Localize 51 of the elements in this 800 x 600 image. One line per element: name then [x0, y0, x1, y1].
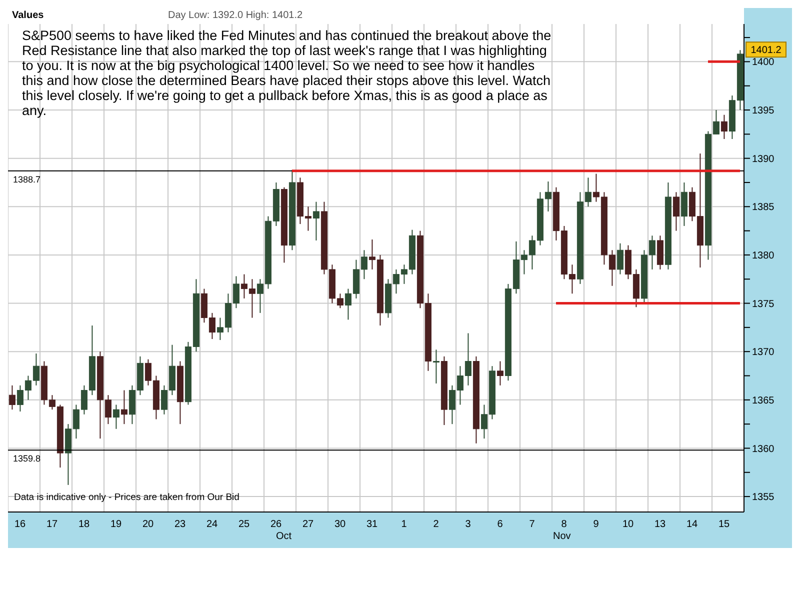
candlestick: [312, 201, 320, 241]
text: Day Low: 1392.0 High: 1401.2: [168, 10, 303, 21]
x-tick-label: 19: [110, 519, 122, 530]
x-tick-label: 6: [497, 519, 504, 530]
x-tick-label: 30: [334, 519, 346, 530]
y-tick-label: 1355: [752, 492, 775, 504]
y-tick-label: 1370: [752, 347, 775, 358]
y-tick-label: 1395: [752, 106, 775, 117]
x-tick-label: 10: [622, 519, 634, 530]
annotation: Data is indicative only - Prices are taken from Our Bid: [14, 492, 240, 503]
x-tick-label: 23: [174, 519, 186, 530]
candlestick: [8, 384, 16, 410]
y-tick-label: 1385: [752, 202, 775, 214]
candlestick: [112, 404, 120, 430]
ref-line-label: 1388.7: [13, 174, 41, 184]
y-tick-label: 1400: [752, 57, 775, 68]
x-tick-label: 25: [238, 519, 250, 530]
x-tick-label: 26: [270, 519, 282, 530]
candlestick: [720, 114, 728, 140]
candlestick: [616, 242, 624, 275]
x-tick-label: 15: [718, 519, 730, 530]
candlestick: [432, 349, 440, 384]
annotation: S&P500 seems to have liked the Fed Minutes and has continued the breakout above the Red Resistance line that also marked the top of last week's range that I was highlighting to you. It is now at the big psychological 1400 level. So we need to see how it handles this and how close the determined Bears have placed their stops above this level. Watch this level closely. If we're going to get a pullback before Xmas, this is as good a place as any.: [22, 28, 552, 118]
candlestick: [672, 192, 680, 232]
text: Values: [12, 10, 44, 21]
x-tick-label: 17: [46, 519, 58, 530]
y-tick-label: 1360: [752, 444, 775, 455]
x-tick-label: 31: [366, 519, 378, 530]
y-tick-label: 1390: [752, 154, 775, 165]
x-tick-label: 1: [401, 519, 408, 530]
annotation: 1401.2: [750, 45, 782, 56]
candlestick: [496, 360, 504, 386]
x-tick-label: 24: [206, 519, 218, 530]
x-tick-label: 7: [529, 519, 536, 530]
x-tick-label: 3: [465, 519, 472, 530]
ref-line-label: 1359.8: [13, 454, 41, 464]
y-tick-label: 1365: [752, 395, 775, 406]
x-tick-label: 2: [433, 519, 440, 530]
y-tick-label: 1375: [752, 298, 775, 310]
text: Oct: [276, 531, 292, 542]
x-tick-label: 13: [654, 519, 666, 530]
x-tick-label: 20: [142, 519, 154, 530]
text: Nov: [553, 531, 571, 542]
x-tick-label: 14: [686, 519, 698, 530]
y-tick-label: 1380: [752, 250, 775, 262]
x-tick-label: 27: [302, 519, 314, 530]
x-tick-label: 16: [14, 519, 26, 530]
candlestick: [120, 390, 128, 425]
x-tick-label: 9: [593, 519, 600, 530]
x-tick-label: 18: [78, 519, 90, 530]
x-tick-label: 8: [561, 519, 568, 530]
